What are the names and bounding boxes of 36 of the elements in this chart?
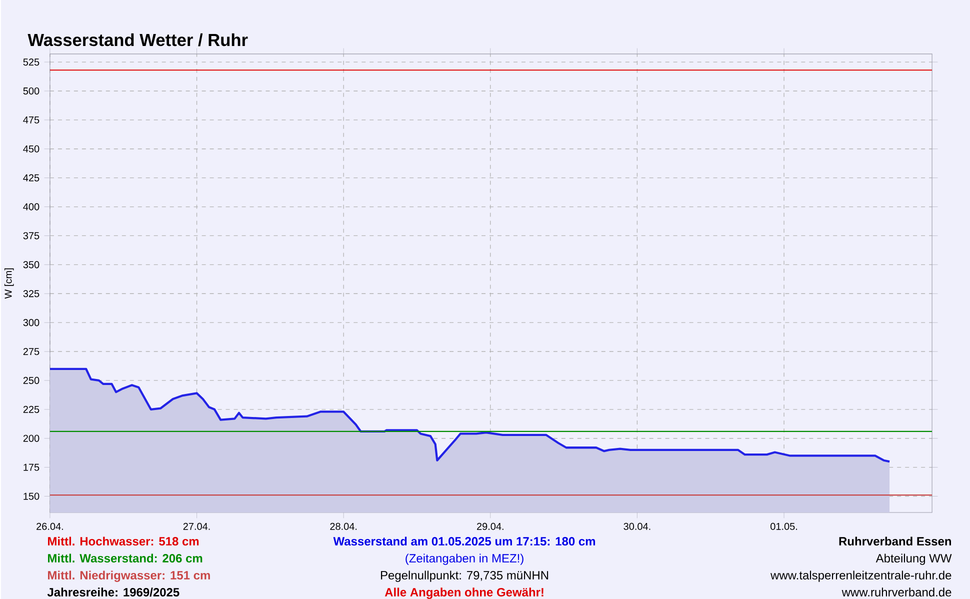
x-tick-label: 26.04. (36, 522, 63, 530)
text: Pegelnullpunkt: 79,735 müNHN (380, 570, 548, 582)
y-tick-label: 425 (23, 174, 40, 182)
y-tick-label: 325 (23, 290, 40, 297)
y-tick-label: 300 (23, 318, 40, 326)
y-tick-label: 475 (23, 116, 40, 124)
y-tick-label: 200 (23, 434, 40, 442)
y-axis-title: W [cm] (4, 268, 14, 299)
text: Abteilung WW (876, 554, 952, 565)
x-tick-label: 30.04. (624, 522, 650, 530)
text: Wasserstand am 01.05.2025 um 17:15: 180 cm (333, 536, 596, 546)
y-tick-label: 500 (23, 87, 40, 94)
text: Mittl. Niedrigwasser: 151 cm (48, 570, 210, 582)
y-tick-label: 175 (24, 464, 40, 471)
y-tick-label: 375 (23, 232, 40, 240)
chart-title: Wasserstand Wetter / Ruhr (28, 33, 248, 46)
y-tick-label: 400 (23, 203, 40, 210)
y-tick-label: 150 (24, 492, 40, 500)
x-tick-label: 27.04. (183, 522, 210, 530)
text: (Zeitangaben in MEZ!) (406, 554, 524, 565)
text: Mittl. Hochwasser: 518 cm (48, 536, 199, 546)
text: Jahresreihe: 1969/2025 (47, 588, 180, 596)
x-tick-label: 01.05. (770, 522, 797, 530)
text: Ruhrverband Essen (839, 536, 951, 546)
y-tick-label: 525 (23, 58, 40, 66)
x-tick-label: 29.04. (477, 522, 504, 530)
y-tick-label: 350 (23, 260, 40, 268)
text: www.ruhrverband.de (842, 588, 952, 596)
y-tick-label: 225 (23, 406, 40, 413)
y-tick-label: 250 (23, 376, 40, 384)
text: Alle Angaben ohne Gewähr! (384, 588, 544, 599)
y-tick-label: 275 (23, 348, 40, 355)
y-tick-label: 450 (23, 145, 40, 152)
x-tick-label: 28.04. (330, 522, 357, 530)
text: Mittl. Wasserstand: 206 cm (48, 554, 202, 562)
text: www.talsperrenleitzentrale-ruhr.de (770, 570, 952, 582)
